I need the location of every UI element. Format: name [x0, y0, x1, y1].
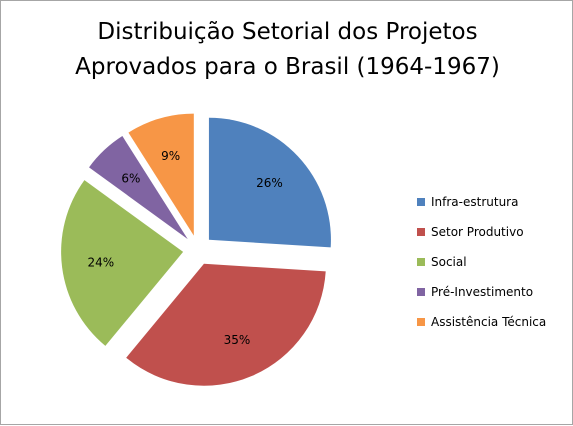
legend-item-2: Setor Produtivo [417, 217, 572, 247]
legend-label-3: Social [431, 255, 467, 269]
slice-data-label-5: 9% [161, 149, 180, 163]
legend-label-4: Pré-Investimento [431, 285, 534, 299]
legend: Infra-estrutura Setor Produtivo Social Pré-… [417, 187, 572, 337]
legend-swatch-4 [417, 288, 425, 296]
legend-item-4: Pré-Investimento [417, 277, 572, 307]
chart-title-line-2: Aprovados para o Brasil (1964-1967) [75, 54, 500, 80]
slice-data-label-2: 35% [224, 333, 251, 347]
chart-title-line-1: Distribuição Setorial dos Projetos [97, 19, 478, 45]
pie-slice-3 [61, 180, 184, 346]
legend-item-5: Assistência Técnica [417, 307, 572, 337]
legend-label-2: Setor Produtivo [431, 225, 524, 239]
legend-swatch-5 [417, 318, 425, 326]
legend-item-3: Social [417, 247, 572, 277]
legend-swatch-1 [417, 198, 425, 206]
pie-slice-4 [89, 136, 188, 240]
legend-label-1: Infra-estrutura [431, 195, 519, 209]
slice-data-label-3: 24% [87, 255, 114, 269]
pie-slice-1 [208, 117, 331, 248]
legend-item-1: Infra-estrutura [417, 187, 572, 217]
slice-data-label-4: 6% [121, 172, 140, 186]
legend-swatch-3 [417, 258, 425, 266]
slice-data-label-1: 26% [256, 176, 283, 190]
pie-slice-2 [126, 263, 326, 386]
legend-label-5: Assistência Técnica [431, 315, 547, 329]
legend-swatch-2 [417, 228, 425, 236]
pie-slice-5 [128, 113, 194, 236]
chart-title: Distribuição Setorial dos Projetos Aprov… [1, 15, 573, 85]
